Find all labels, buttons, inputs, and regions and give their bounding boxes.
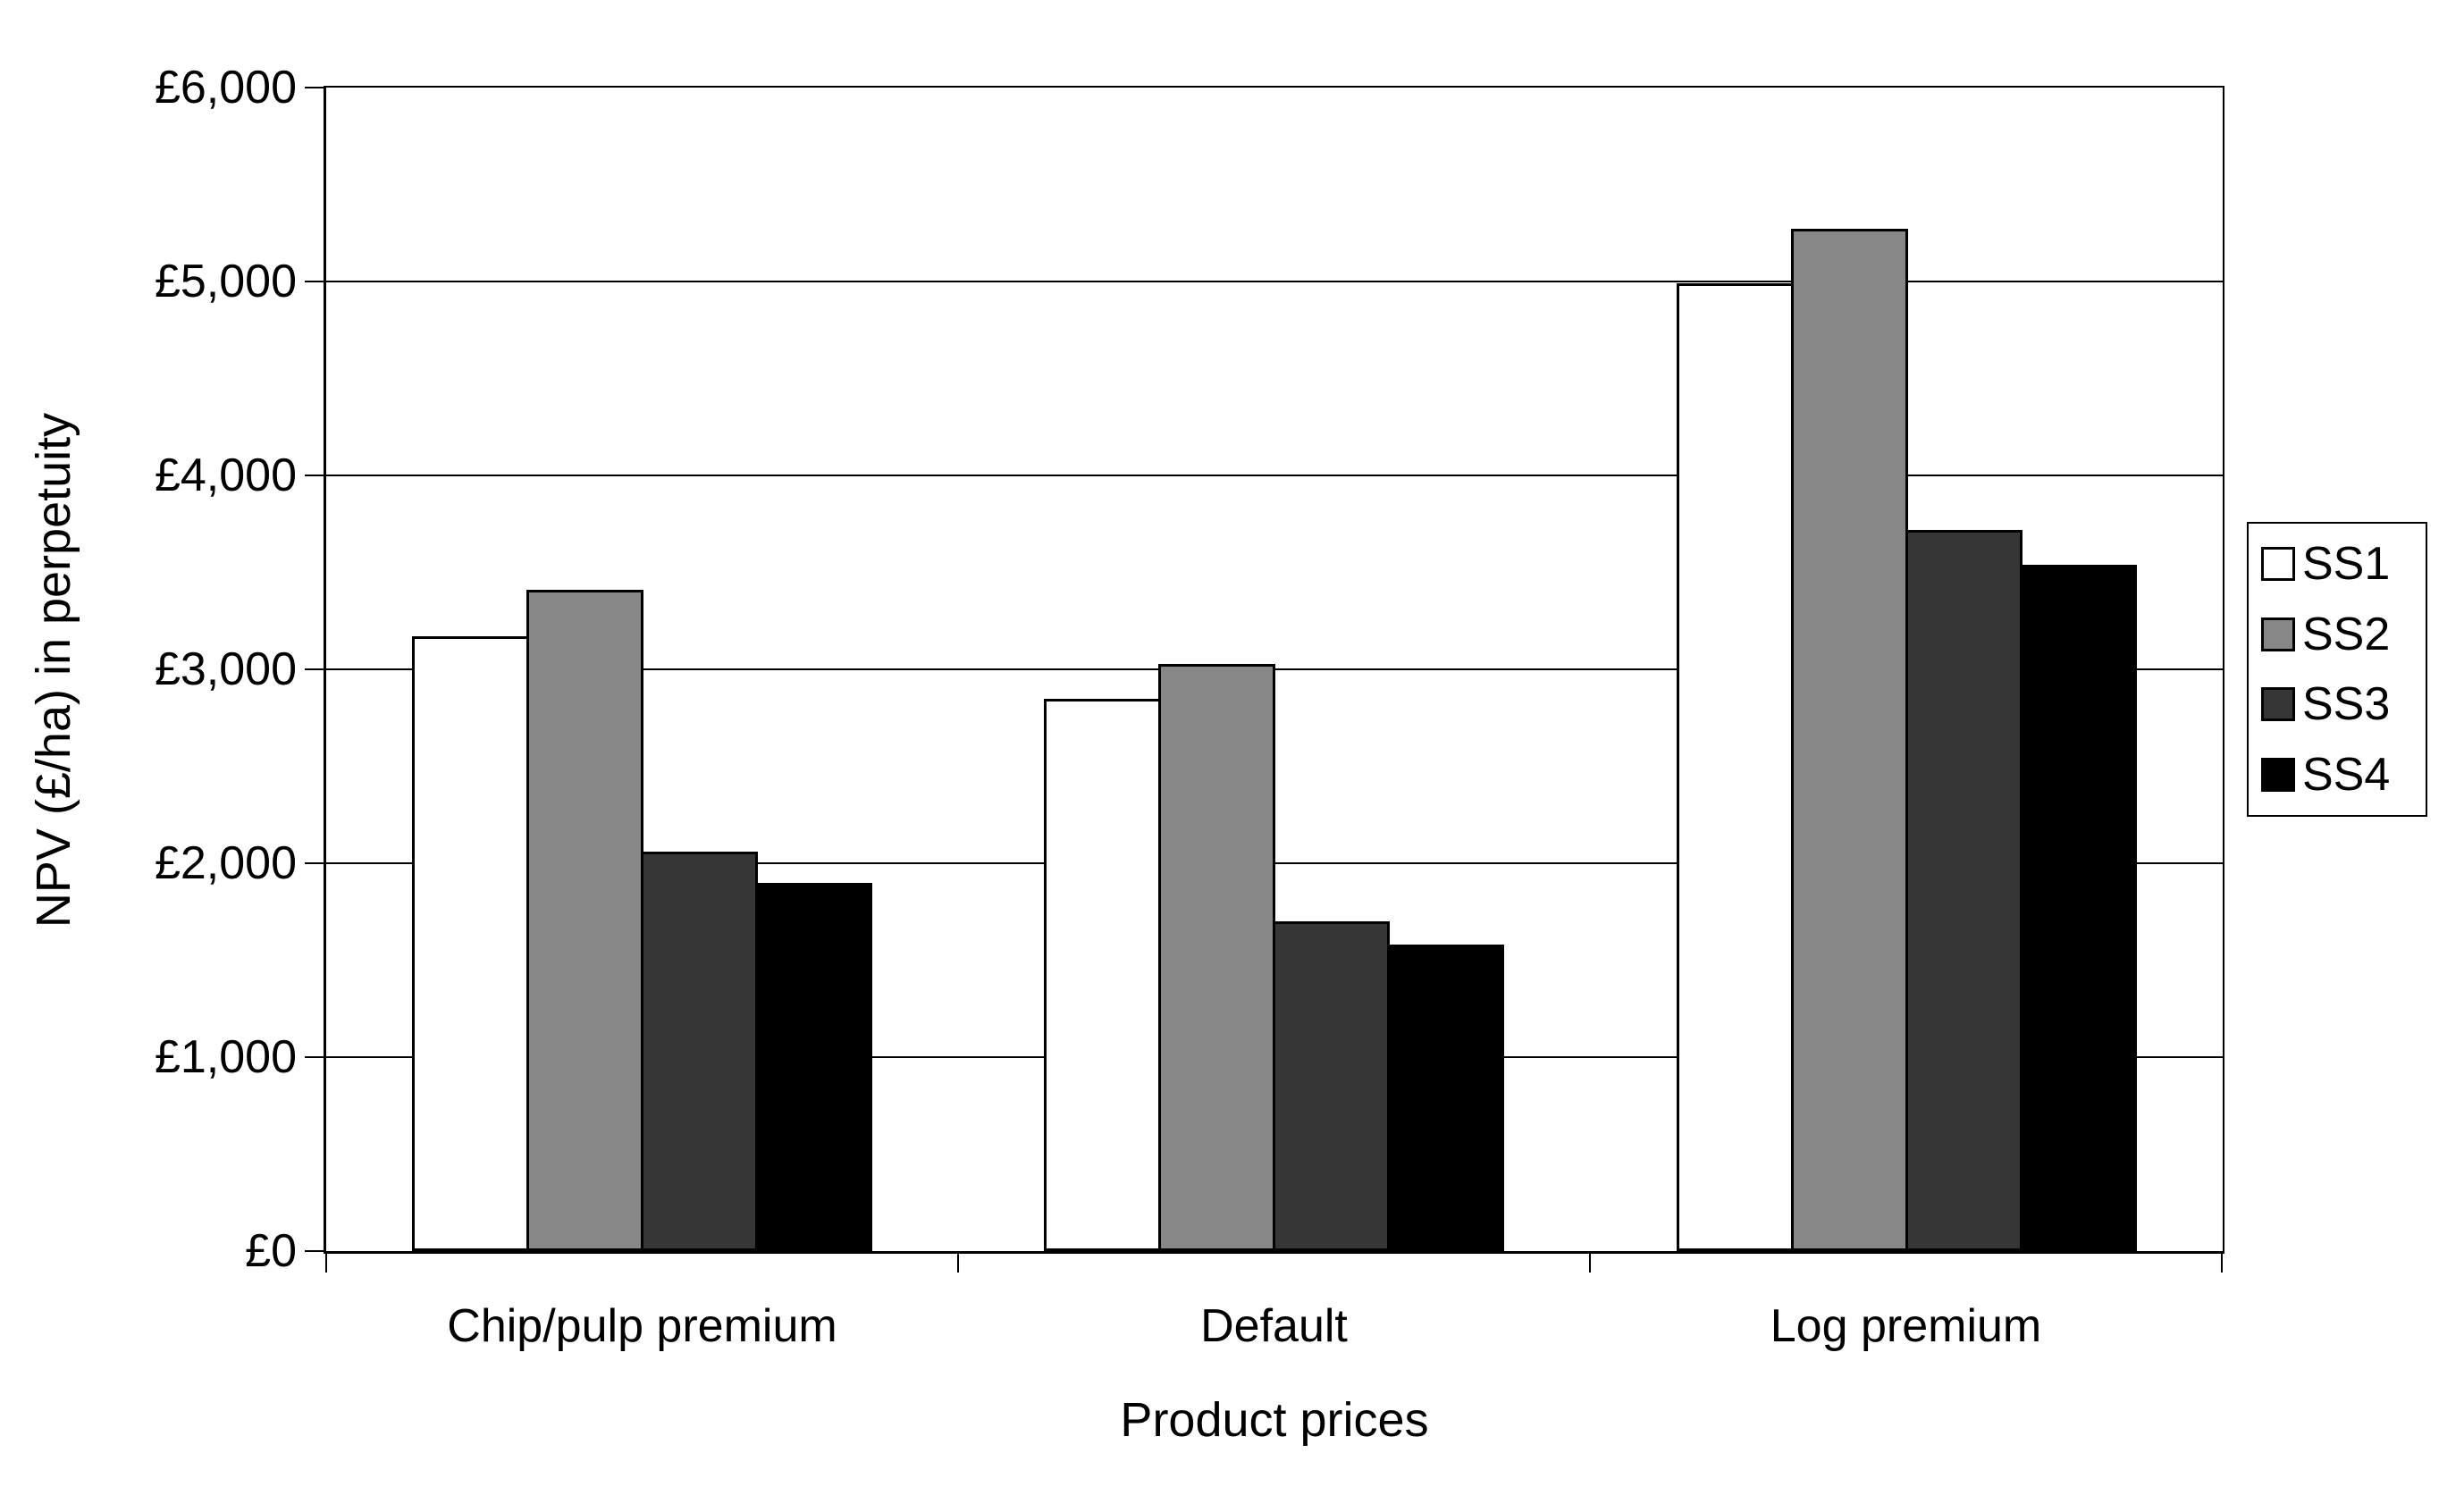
x-axis-title: Product prices <box>1120 1393 1429 1447</box>
bar-group-log-premium <box>1591 88 2223 1251</box>
y-tick-label-2000: £2,000 <box>154 837 297 889</box>
bar-ss4-default <box>1387 945 1505 1251</box>
bar-ss1-default <box>1044 698 1162 1251</box>
bar-ss2-default <box>1158 663 1276 1251</box>
y-tick-6000 <box>305 87 326 88</box>
legend-item-ss1: SS1 <box>2261 541 2426 587</box>
legend-label-ss4: SS4 <box>2302 748 2391 801</box>
bar-ss4-chip-pulp-premium <box>755 882 873 1251</box>
y-tick-label-3000: £3,000 <box>154 643 297 695</box>
y-tick-0 <box>305 1250 326 1252</box>
gridline-5000 <box>326 280 2223 282</box>
x-tick-0 <box>325 1251 327 1273</box>
x-tick-2 <box>1589 1251 1591 1273</box>
y-tick-2000 <box>305 862 326 864</box>
y-tick-4000 <box>305 475 326 476</box>
gridline-4000 <box>326 474 2223 476</box>
legend-swatch-ss3 <box>2261 687 2295 722</box>
y-tick-label-4000: £4,000 <box>154 449 297 501</box>
y-tick-3000 <box>305 668 326 670</box>
y-tick-label-0: £0 <box>245 1225 297 1277</box>
legend-label-ss3: SS3 <box>2302 678 2391 731</box>
legend-item-ss4: SS4 <box>2261 752 2426 798</box>
legend-swatch-ss4 <box>2261 757 2295 792</box>
bar-ss2-log-premium <box>1790 229 1908 1251</box>
legend-swatch-ss2 <box>2261 617 2295 651</box>
y-tick-5000 <box>305 281 326 282</box>
legend-label-ss2: SS2 <box>2302 608 2391 660</box>
bar-ss2-chip-pulp-premium <box>526 590 644 1251</box>
y-tick-label-1000: £1,000 <box>154 1031 297 1083</box>
bar-ss1-chip-pulp-premium <box>412 636 530 1251</box>
y-tick-label-5000: £5,000 <box>154 256 297 307</box>
bar-ss4-log-premium <box>2019 564 2137 1251</box>
category-label-log-premium: Log premium <box>1770 1300 2042 1352</box>
legend-item-ss3: SS3 <box>2261 681 2426 727</box>
legend-swatch-ss1 <box>2261 547 2295 582</box>
x-tick-1 <box>957 1251 959 1273</box>
bar-ss3-default <box>1273 921 1391 1251</box>
bar-group-chip-pulp-premium <box>326 88 958 1251</box>
plot-area <box>324 86 2224 1254</box>
bar-ss3-log-premium <box>1905 529 2022 1251</box>
x-tick-3 <box>2221 1251 2223 1273</box>
bar-group-default <box>958 88 1590 1251</box>
legend-label-ss1: SS1 <box>2302 538 2391 591</box>
category-label-chip-pulp-premium: Chip/pulp premium <box>447 1300 837 1352</box>
category-label-default: Default <box>1200 1300 1348 1352</box>
legend-item-ss2: SS2 <box>2261 611 2426 658</box>
y-tick-label-6000: £6,000 <box>154 62 297 113</box>
bar-ss3-chip-pulp-premium <box>641 851 759 1251</box>
y-tick-1000 <box>305 1056 326 1058</box>
bar-ss1-log-premium <box>1676 283 1794 1251</box>
legend: SS1 SS2 SS3 SS4 <box>2247 522 2427 817</box>
